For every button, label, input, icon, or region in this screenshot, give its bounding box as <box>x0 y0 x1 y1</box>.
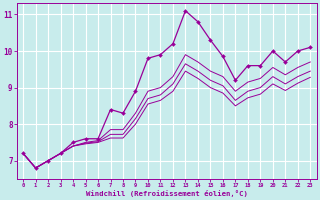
X-axis label: Windchill (Refroidissement éolien,°C): Windchill (Refroidissement éolien,°C) <box>86 190 248 197</box>
